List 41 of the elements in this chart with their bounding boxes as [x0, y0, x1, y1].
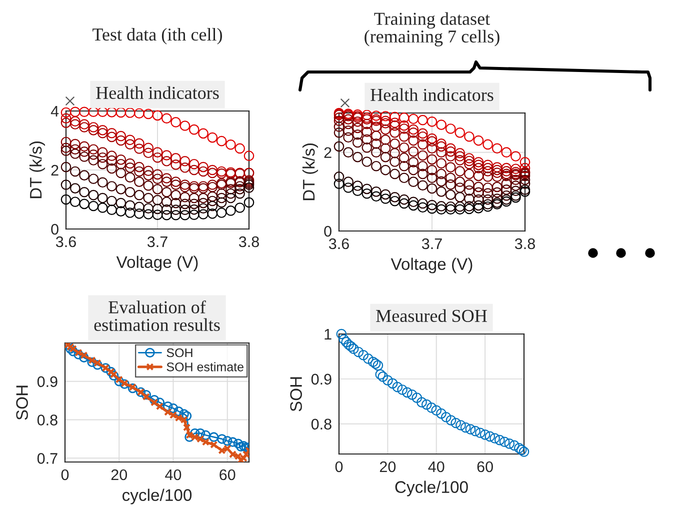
x-tick-label: 60 — [477, 461, 493, 472]
y-tick-label: 0 — [51, 224, 58, 235]
y-axis-title: SOH — [290, 377, 302, 412]
y-tick-label: 4 — [50, 106, 59, 117]
y-tick-label: 0.8 — [37, 414, 58, 426]
x-tick-label: 3.7 — [422, 238, 442, 250]
x-tick-label: 60 — [220, 469, 236, 480]
x-tick-label: 40 — [165, 469, 182, 480]
y-tick-label: 2 — [51, 164, 58, 176]
y-tick-label: 0.7 — [37, 453, 58, 464]
y-axis-title: DT (k/s) — [29, 142, 45, 198]
chart-title: Evaluation of estimation results — [94, 300, 220, 331]
text: Training dataset (remaining 7 cells) — [364, 12, 500, 46]
y-tick-label: 0.9 — [311, 374, 332, 385]
y-tick-label: 0.9 — [37, 376, 58, 388]
x-tick-label: 3.6 — [328, 238, 349, 250]
legend-label: SOH — [166, 348, 192, 358]
x-tick-label: 3.6 — [56, 236, 76, 248]
x-axis-title: cycle/100 — [122, 488, 192, 504]
y-axis-title: SOH — [16, 386, 28, 420]
x-axis-title: Cycle/100 — [395, 480, 468, 496]
y-axis-title: DT (k/s) — [302, 144, 318, 200]
chart-title: Measured SOH — [376, 309, 487, 322]
x-tick-label: 40 — [428, 461, 444, 472]
y-tick-label: 0.8 — [311, 418, 332, 430]
legend-label: SOH estimate — [166, 362, 244, 372]
chart-title: Health indicators — [370, 88, 494, 101]
x-tick-label: 3.8 — [238, 236, 259, 248]
text: Test data (ith cell) — [92, 28, 222, 44]
x-tick-label: 0 — [335, 461, 343, 472]
y-tick-label: 1 — [324, 329, 332, 340]
chart-title: Health indicators — [96, 86, 219, 99]
x-tick-label: 20 — [380, 461, 396, 472]
y-tick-label: 2 — [324, 147, 332, 158]
x-tick-label: 0 — [61, 469, 69, 480]
y-tick-label: 0 — [324, 226, 332, 237]
x-tick-label: 3.7 — [147, 236, 168, 248]
x-tick-label: 3.8 — [514, 238, 535, 250]
x-axis-title: Voltage (V) — [390, 258, 472, 274]
x-axis-title: Voltage (V) — [116, 256, 198, 272]
x-tick-label: 20 — [111, 469, 128, 480]
